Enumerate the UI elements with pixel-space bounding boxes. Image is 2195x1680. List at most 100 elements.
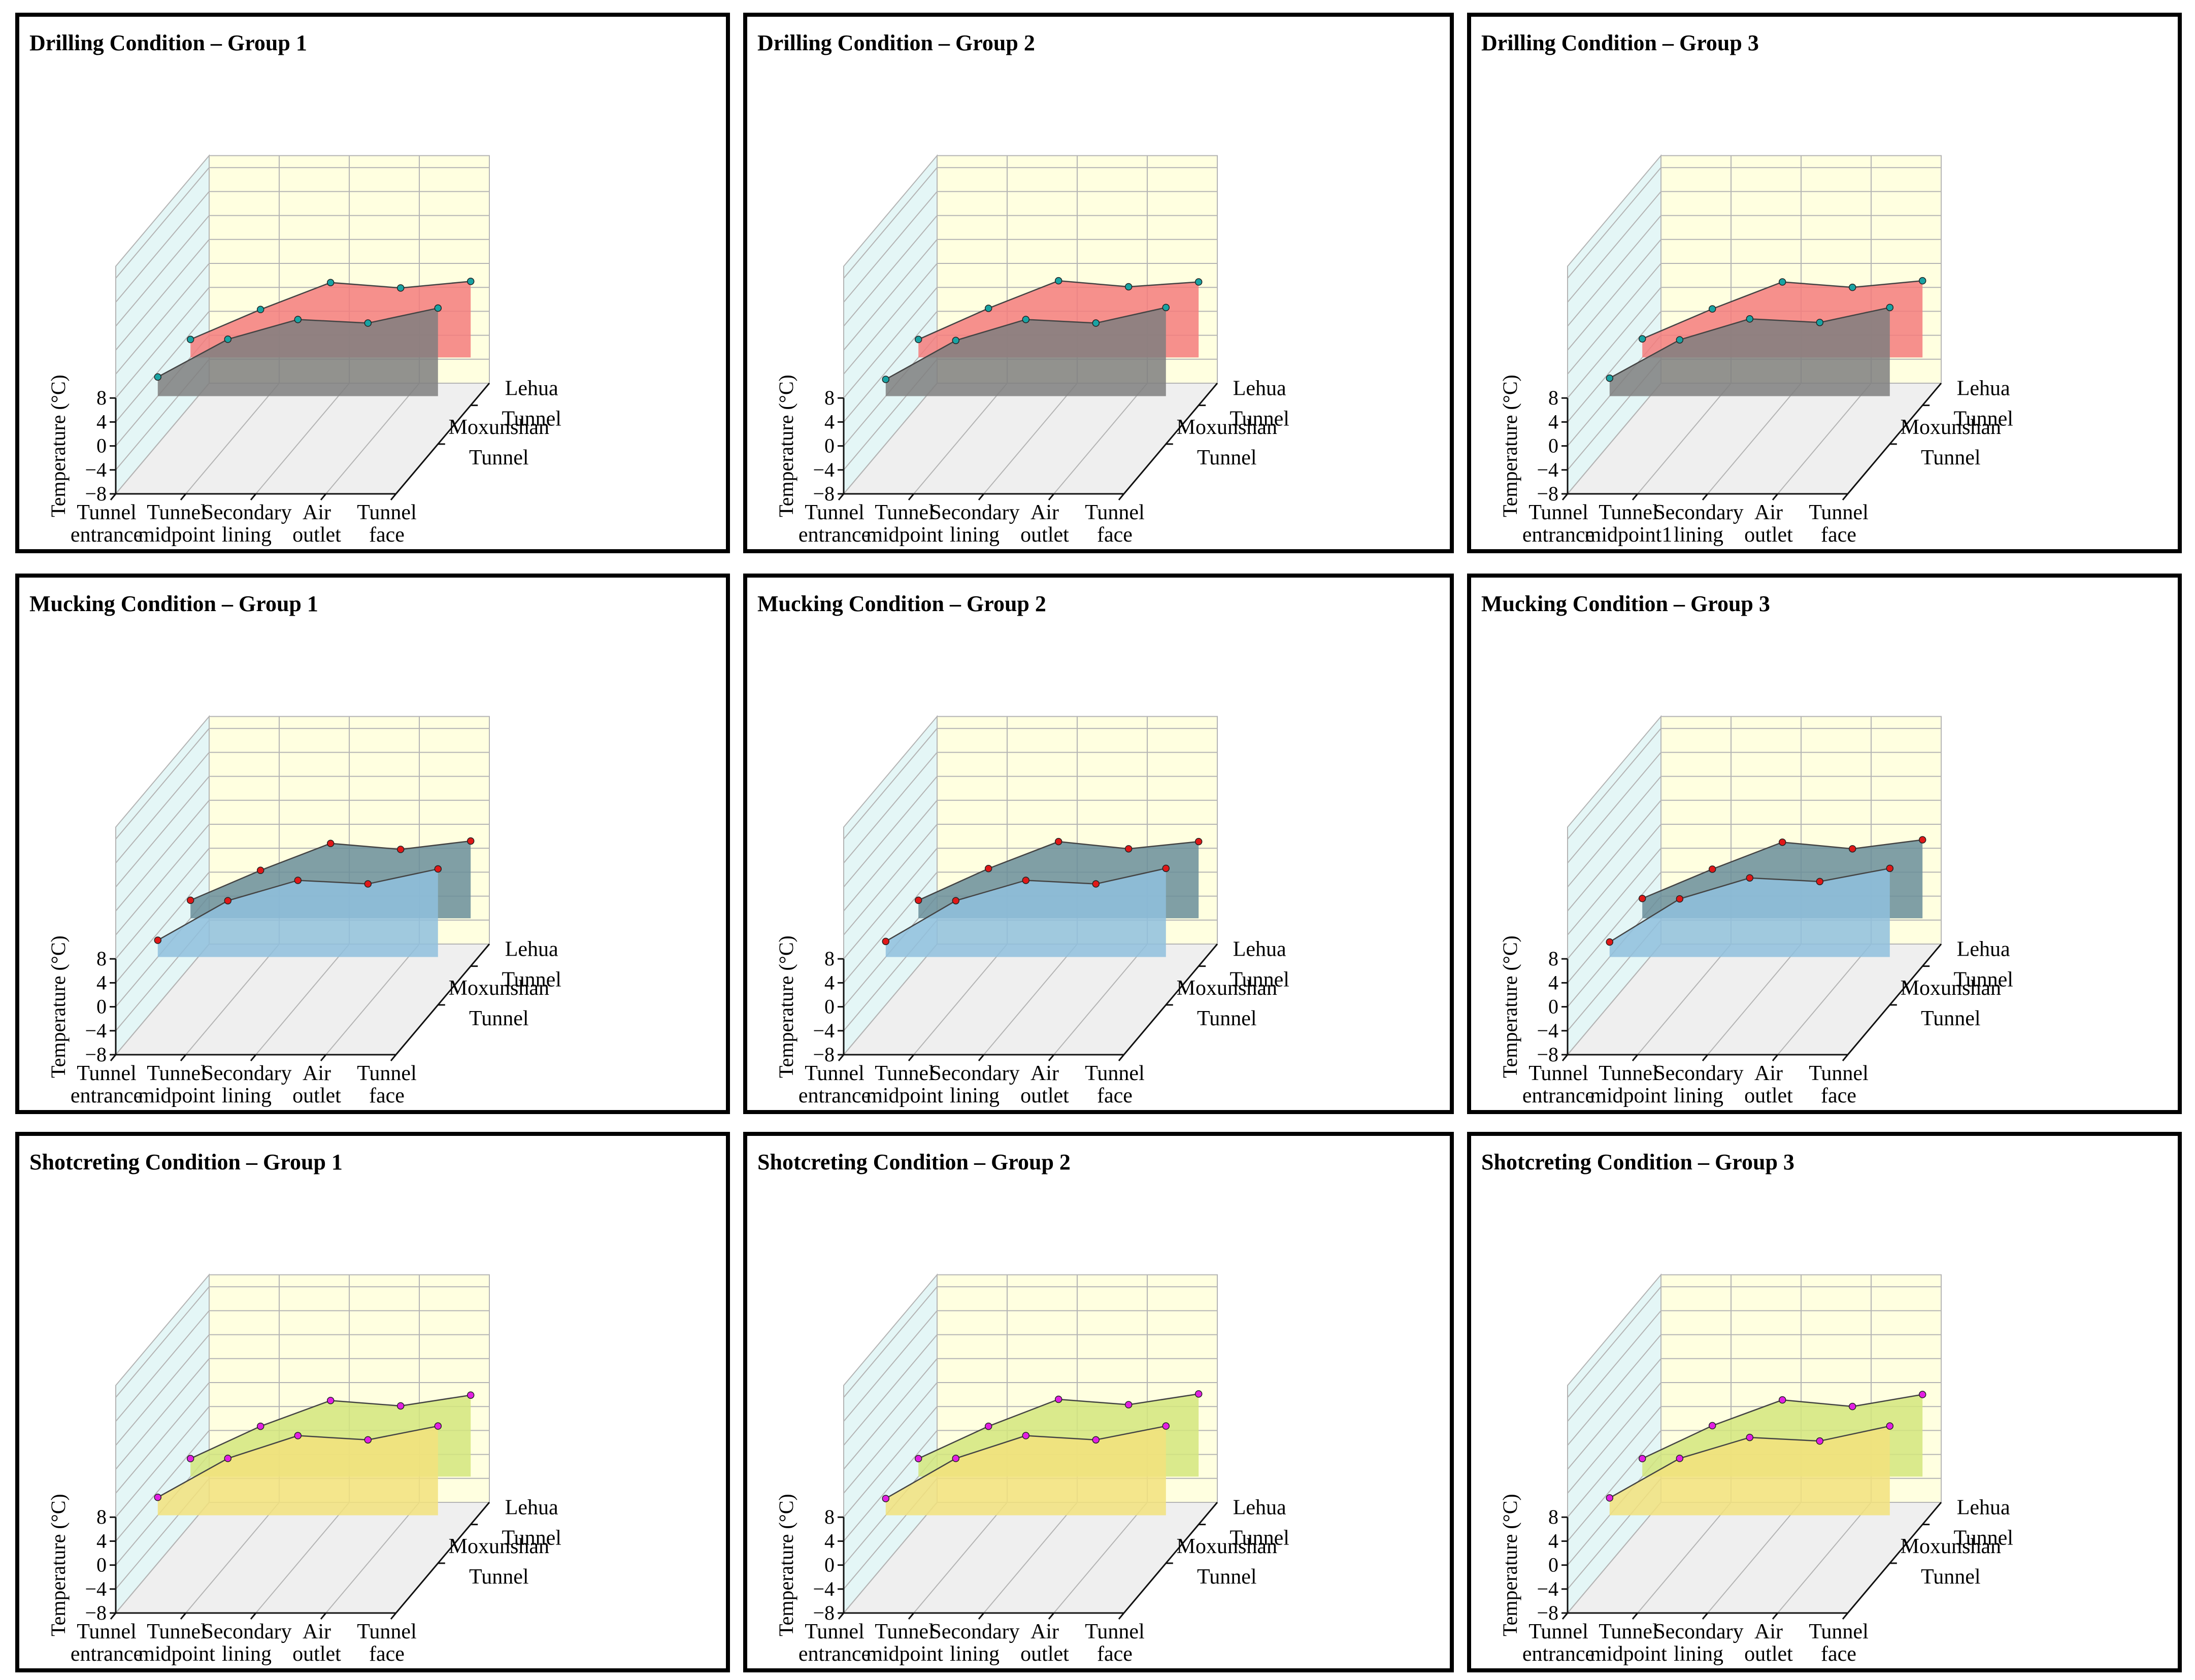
depth-tick-label: Tunnel <box>1921 1007 1981 1030</box>
y-tick-label: −4 <box>813 458 835 481</box>
y-axis-title: Temperature (°C) <box>775 935 797 1078</box>
chart-title: Mucking Condition – Group 3 <box>1481 591 1770 616</box>
floor-gridline <box>1637 383 1732 494</box>
data-point <box>154 936 162 944</box>
x-tick-label: Air <box>1754 1620 1783 1643</box>
floor-gridline <box>843 383 938 494</box>
y-tick-label: 8 <box>96 1505 107 1528</box>
side-gridline <box>1567 752 1661 864</box>
x-tick-label: midpoint <box>866 1084 943 1107</box>
floor-gridline <box>115 383 210 494</box>
x-tick-label: lining <box>222 523 272 547</box>
data-point <box>1676 895 1684 903</box>
x-tick-label: entrance <box>71 1084 143 1107</box>
x-tick <box>838 1054 845 1061</box>
data-point <box>914 896 922 904</box>
side-gridline <box>1567 1382 1661 1494</box>
side-gridline <box>1567 824 1661 935</box>
x-tick-label: entrance <box>799 523 871 547</box>
chart-title: Shotcreting Condition – Group 3 <box>1481 1150 1794 1174</box>
side-gridline <box>1567 167 1661 279</box>
x-tick-label: Secondary <box>1653 501 1743 524</box>
y-tick-label: 8 <box>824 386 835 409</box>
y-tick-label: 4 <box>96 1529 107 1552</box>
depth-tick-label: Tunnel <box>502 968 561 992</box>
x-tick-label: entrance <box>71 1642 143 1666</box>
x-tick-label: Air <box>1754 501 1783 524</box>
floor-gridline <box>1053 944 1148 1055</box>
data-point <box>1676 336 1684 344</box>
data-point <box>1092 1436 1100 1444</box>
x-tick-label: Tunnel <box>1599 501 1658 524</box>
x-tick <box>180 1054 187 1061</box>
y-tick-label: 8 <box>1548 947 1558 970</box>
x-tick-label: entrance <box>1522 523 1594 547</box>
x-tick-label: Secondary <box>929 1062 1019 1085</box>
y-axis-title: Temperature (°C) <box>775 375 797 517</box>
x-tick-label: Tunnel <box>147 1620 207 1643</box>
x-tick <box>1632 1054 1639 1061</box>
depth-tick-label: Tunnel <box>1953 968 2013 992</box>
data-point <box>1638 1455 1646 1463</box>
y-tick-label: −4 <box>813 1019 835 1042</box>
depth-axis <box>395 383 490 494</box>
data-point <box>1162 304 1170 312</box>
data-point <box>1054 837 1062 846</box>
side-gridline <box>1567 191 1661 303</box>
data-point <box>186 896 194 904</box>
x-tick-label: Tunnel <box>357 1062 417 1085</box>
x-tick <box>1048 493 1055 500</box>
chart-title: Mucking Condition – Group 1 <box>29 591 318 616</box>
depth-tick-label: Moxunshan <box>1901 416 2001 439</box>
data-point <box>914 1455 922 1463</box>
floor-gridline <box>255 383 350 494</box>
y-tick-label: 0 <box>1548 434 1558 457</box>
floor-gridline <box>1777 1502 1872 1614</box>
data-point <box>467 278 475 285</box>
data-point <box>154 373 162 381</box>
data-point <box>882 376 890 383</box>
x-tick-label: lining <box>222 1642 272 1666</box>
x-tick-label: Tunnel <box>147 1062 207 1085</box>
x-tick-label: Tunnel <box>357 501 417 524</box>
x-tick-label: outlet <box>1744 1642 1793 1666</box>
x-tick-label: Secondary <box>202 501 291 524</box>
x-tick <box>110 1612 117 1620</box>
floor-gridline <box>1567 944 1661 1055</box>
x-tick <box>250 493 257 500</box>
y-tick-label: −4 <box>85 458 107 481</box>
side-gridline <box>115 1358 210 1470</box>
side-gridline <box>1567 311 1661 423</box>
side-gridline <box>1567 1286 1661 1398</box>
side-gridline <box>115 191 210 303</box>
data-point <box>1606 1494 1614 1502</box>
data-point <box>434 865 442 873</box>
chart-panel: −8 −4 0 4 8 Temperature (°C) Tunnel entrance Tun… <box>1467 13 2182 553</box>
data-point <box>1708 1422 1716 1430</box>
x-tick <box>1561 493 1569 500</box>
x-tick-label: midpoint <box>866 523 943 547</box>
y-tick-label: 0 <box>824 995 835 1018</box>
x-tick-label: outlet <box>1744 523 1793 547</box>
chart-panel: −8 −4 0 4 8 Temperature (°C) Tunnel entrance Tun… <box>1467 1132 2182 1672</box>
side-gridline <box>115 311 210 423</box>
x-tick <box>838 1612 845 1620</box>
data-point <box>434 304 442 312</box>
y-tick-label: 4 <box>824 410 835 433</box>
depth-tick-label: Tunnel <box>502 1527 561 1550</box>
data-point <box>984 1422 992 1430</box>
x-tick-label: entrance <box>1522 1642 1594 1666</box>
x-tick-label: midpoint <box>1590 1084 1667 1107</box>
depth-tick-label: Moxunshan <box>1901 977 2001 1000</box>
y-axis-title: Temperature (°C) <box>47 935 70 1078</box>
y-tick-label: 4 <box>1548 971 1558 994</box>
x-tick-label: Tunnel <box>805 1620 864 1643</box>
x-tick <box>908 493 915 500</box>
x-tick-label: outlet <box>1020 523 1069 547</box>
y-tick-label: −8 <box>85 1043 107 1066</box>
floor-gridline <box>1707 1502 1802 1614</box>
